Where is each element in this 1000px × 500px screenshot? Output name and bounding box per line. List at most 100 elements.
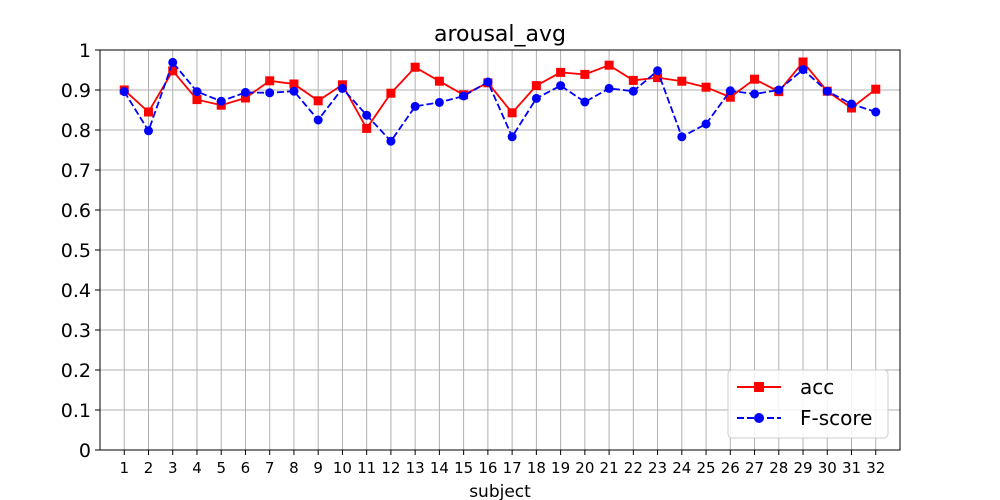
data-point-fscore bbox=[240, 87, 250, 97]
data-point-fscore bbox=[507, 132, 517, 142]
x-tick-label: 19 bbox=[551, 459, 570, 477]
x-tick-label: 30 bbox=[818, 459, 837, 477]
data-point-acc bbox=[240, 93, 250, 103]
data-point-acc bbox=[192, 95, 202, 105]
x-tick-label: 29 bbox=[793, 459, 812, 477]
data-point-acc bbox=[531, 81, 541, 91]
data-point-acc bbox=[313, 96, 323, 106]
data-point-acc bbox=[556, 67, 566, 77]
data-point-acc bbox=[798, 57, 808, 67]
x-tick-label: 23 bbox=[648, 459, 667, 477]
x-tick-label: 31 bbox=[842, 459, 861, 477]
data-point-fscore bbox=[289, 86, 299, 96]
axes: 00.10.20.30.40.50.60.70.80.911 2 3 4 5 6 7 8 9 10… bbox=[61, 40, 886, 477]
legend-fscore-label: F-score bbox=[800, 406, 872, 430]
data-point-fscore bbox=[216, 96, 226, 106]
x-tick-label: 27 bbox=[745, 459, 764, 477]
data-point-fscore bbox=[604, 83, 614, 93]
data-point-acc bbox=[265, 76, 275, 86]
data-point-acc bbox=[604, 60, 614, 70]
y-tick-label: 0.7 bbox=[61, 160, 91, 182]
x-tick-label: 7 bbox=[265, 459, 275, 477]
series-line-acc bbox=[123, 60, 877, 131]
legend-fscore-marker bbox=[754, 413, 764, 423]
legend-acc-marker bbox=[754, 382, 764, 392]
x-tick-label: 17 bbox=[503, 459, 522, 477]
y-tick-label: 0 bbox=[79, 440, 91, 462]
data-point-acc bbox=[410, 62, 420, 72]
x-tick-label: 12 bbox=[381, 459, 400, 477]
x-tick-label: 13 bbox=[406, 459, 425, 477]
x-tick-label: 18 bbox=[527, 459, 546, 477]
data-point-fscore bbox=[168, 57, 178, 67]
data-point-fscore bbox=[459, 91, 469, 101]
y-tick-label: 0.4 bbox=[61, 280, 91, 302]
data-point-fscore bbox=[337, 83, 347, 93]
data-point-fscore bbox=[531, 93, 541, 103]
x-tick-label: 3 bbox=[168, 459, 178, 477]
data-point-acc bbox=[386, 88, 396, 98]
data-point-acc bbox=[143, 107, 153, 117]
data-point-fscore bbox=[653, 66, 663, 76]
x-tick-label: 32 bbox=[866, 459, 885, 477]
data-point-fscore bbox=[798, 65, 808, 75]
data-point-fscore bbox=[265, 88, 275, 98]
data-point-acc bbox=[677, 76, 687, 86]
data-point-fscore bbox=[774, 85, 784, 95]
y-tick-label: 0.2 bbox=[61, 360, 91, 382]
x-tick-label: 11 bbox=[357, 459, 376, 477]
data-point-fscore bbox=[362, 110, 372, 120]
x-tick-label: 20 bbox=[575, 459, 594, 477]
data-point-fscore bbox=[628, 86, 638, 96]
y-tick-label: 0.5 bbox=[61, 240, 91, 262]
y-tick-label: 0.1 bbox=[61, 400, 91, 422]
x-tick-label: 16 bbox=[478, 459, 497, 477]
x-tick-label: 10 bbox=[333, 459, 352, 477]
data-point-fscore bbox=[313, 115, 323, 125]
data-point-fscore bbox=[556, 81, 566, 91]
x-tick-label: 9 bbox=[313, 459, 323, 477]
data-point-acc bbox=[507, 108, 517, 118]
data-point-acc bbox=[653, 73, 663, 83]
data-point-fscore bbox=[580, 97, 590, 107]
data-point-fscore bbox=[119, 87, 129, 97]
data-point-fscore bbox=[822, 86, 832, 96]
legend-acc-label: acc bbox=[800, 375, 834, 399]
data-point-acc bbox=[871, 84, 881, 94]
chart-title: arousal_avg bbox=[434, 22, 566, 47]
data-point-acc bbox=[289, 79, 299, 89]
x-tick-label: 21 bbox=[600, 459, 619, 477]
data-point-acc bbox=[750, 74, 760, 84]
x-tick-label: 22 bbox=[624, 459, 643, 477]
x-tick-label: 25 bbox=[697, 459, 716, 477]
data-point-acc bbox=[701, 82, 711, 92]
data-point-acc bbox=[725, 92, 735, 102]
y-tick-label: 0.3 bbox=[61, 320, 91, 342]
data-point-acc bbox=[362, 123, 372, 133]
data-point-fscore bbox=[701, 119, 711, 129]
x-tick-label: 6 bbox=[241, 459, 251, 477]
x-tick-label: 5 bbox=[216, 459, 226, 477]
data-point-acc bbox=[580, 69, 590, 79]
data-point-fscore bbox=[677, 132, 687, 142]
x-tick-label: 2 bbox=[144, 459, 154, 477]
data-point-fscore bbox=[725, 86, 735, 96]
x-tick-label: 15 bbox=[454, 459, 473, 477]
data-point-acc bbox=[628, 75, 638, 85]
y-tick-label: 0.6 bbox=[61, 200, 91, 222]
plot-frame bbox=[99, 49, 901, 451]
x-tick-label: 4 bbox=[192, 459, 202, 477]
x-tick-label: 26 bbox=[721, 459, 740, 477]
data-point-fscore bbox=[483, 77, 493, 87]
y-tick-label: 0.8 bbox=[61, 120, 91, 142]
y-tick-label: 0.9 bbox=[61, 80, 91, 102]
x-tick-label: 28 bbox=[769, 459, 788, 477]
series-line-fscore bbox=[123, 60, 877, 143]
data-point-fscore bbox=[386, 136, 396, 146]
series bbox=[119, 57, 881, 146]
y-tick-label: 1 bbox=[79, 40, 91, 62]
data-point-acc bbox=[434, 76, 444, 86]
data-point-acc bbox=[168, 66, 178, 76]
x-axis-label: subject bbox=[469, 482, 531, 500]
